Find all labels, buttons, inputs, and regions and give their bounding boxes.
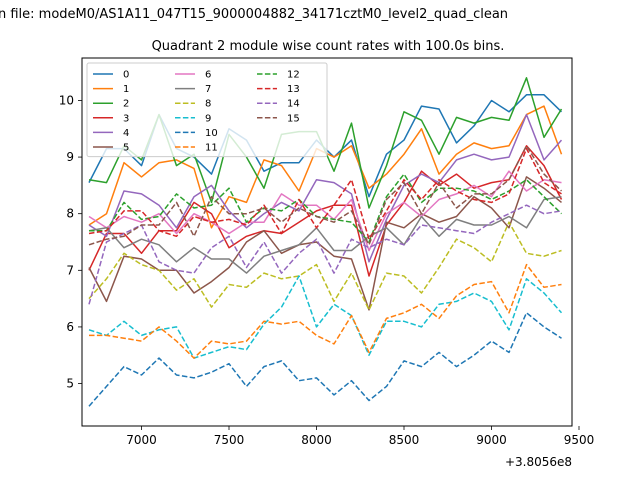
x-axis: 7000 7500 8000 8500 9000 9500 <box>126 426 594 447</box>
x-tick-label: 8500 <box>389 433 420 447</box>
legend-label-9: 9 <box>205 113 211 124</box>
legend-label-14: 14 <box>287 99 300 110</box>
legend-label-3: 3 <box>123 113 129 124</box>
legend-label-5: 5 <box>123 143 129 154</box>
series-line-9 <box>88 275 563 359</box>
series-line-6 <box>88 170 562 252</box>
legend-label-10: 10 <box>205 128 218 139</box>
legend-box <box>86 62 328 158</box>
plot-frame <box>81 57 573 427</box>
series-layer <box>88 77 563 407</box>
x-tick-label: 7000 <box>126 433 157 447</box>
y-tick-label: 7 <box>66 263 74 277</box>
series-line-4 <box>88 113 563 263</box>
series-line-15 <box>88 145 563 246</box>
x-tick-label: 8000 <box>301 433 332 447</box>
series-line-14 <box>88 204 562 305</box>
series-line-3 <box>88 145 563 277</box>
chart-title: Quadrant 2 module wise count rates with … <box>152 39 505 54</box>
series-line-11 <box>89 263 562 359</box>
figure-suptitle: n file: modeM0/AS1A11_047T15_9000004882_… <box>0 7 508 22</box>
y-tick-label: 5 <box>66 377 74 391</box>
legend-label-2: 2 <box>123 99 129 110</box>
legend-label-1: 1 <box>123 84 129 95</box>
series-line-10 <box>88 312 562 407</box>
legend-label-15: 15 <box>287 113 300 124</box>
x-axis-offset-label: +3.8056e8 <box>505 455 572 469</box>
legend-label-6: 6 <box>205 70 211 81</box>
y-tick-label: 6 <box>66 320 74 334</box>
legend-label-7: 7 <box>205 84 211 95</box>
legend-label-8: 8 <box>205 99 211 110</box>
x-tick-label: 9500 <box>564 433 595 447</box>
legend-label-13: 13 <box>287 84 300 95</box>
y-axis: 5 6 7 8 9 10 <box>59 93 82 391</box>
series-line-12 <box>89 173 563 243</box>
series-line-13 <box>88 147 562 240</box>
series-line-8 <box>88 221 562 311</box>
legend-label-4: 4 <box>123 128 129 139</box>
legend-label-0: 0 <box>123 70 129 81</box>
legend-label-11: 11 <box>205 143 218 154</box>
y-tick-label: 8 <box>66 207 74 221</box>
y-tick-label: 10 <box>59 93 74 107</box>
series-line-5 <box>88 176 562 311</box>
x-tick-label: 7500 <box>214 433 245 447</box>
series-line-7 <box>88 195 562 274</box>
x-tick-label: 9000 <box>476 433 507 447</box>
y-tick-label: 9 <box>66 150 74 164</box>
legend-label-12: 12 <box>287 70 300 81</box>
